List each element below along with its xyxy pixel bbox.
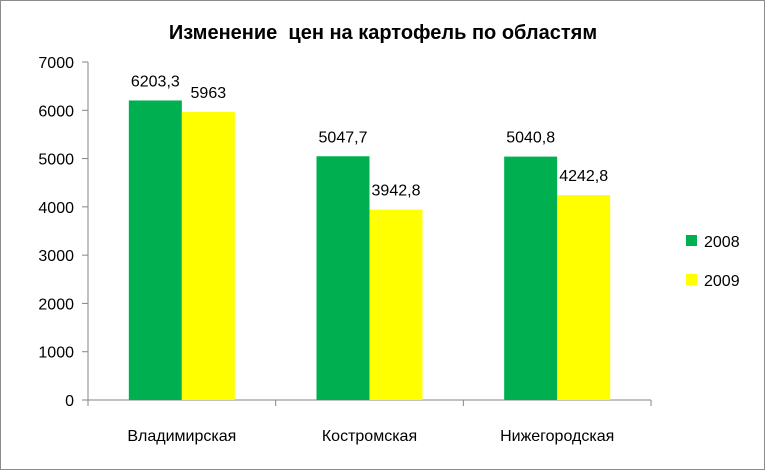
y-tick-label: 1000: [38, 345, 74, 362]
bar-2009-1: [181, 112, 235, 400]
y-tick-label: 5000: [38, 152, 74, 169]
bar-2009-2: [369, 209, 423, 400]
legend: 2008 2009: [686, 234, 740, 290]
bar-2008-3: [504, 156, 558, 400]
plot-area: 0 1000 2000 3000 4000 5000 6000 7000 6203,3 5963 В…: [38, 55, 652, 445]
y-tick-label: 6000: [38, 103, 74, 120]
legend-swatch: [686, 274, 697, 285]
x-tick-label: Владимирская: [127, 428, 236, 445]
y-tick-label: 7000: [38, 55, 74, 72]
y-tick-label: 3000: [38, 248, 74, 265]
data-label: 5047,7: [319, 129, 368, 146]
data-label: 4242,8: [559, 168, 608, 185]
bar-2009-3: [557, 195, 611, 400]
y-tick-label: 4000: [38, 200, 74, 217]
y-tick-label: 2000: [38, 296, 74, 313]
legend-swatch: [686, 235, 697, 246]
data-label: 3942,8: [372, 183, 421, 200]
data-label: 5963: [191, 85, 227, 102]
legend-label: 2009: [704, 273, 740, 290]
data-label: 6203,3: [131, 73, 180, 90]
legend-label: 2008: [704, 234, 740, 251]
x-tick-label: Нижегородская: [500, 428, 614, 445]
chart-title: Изменение цен на картофель по областям: [169, 22, 597, 44]
x-tick-label: Костромская: [322, 428, 417, 445]
y-tick-label: 0: [65, 393, 74, 410]
bar-2008-1: [128, 100, 182, 400]
data-label: 5040,8: [506, 130, 555, 147]
bar-2008-2: [316, 156, 370, 400]
